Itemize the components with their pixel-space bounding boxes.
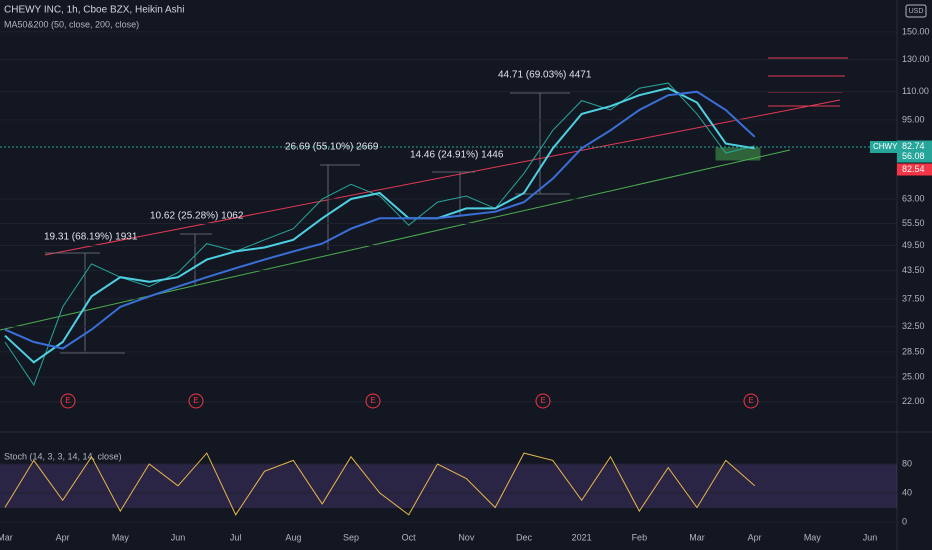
series-line bbox=[4, 452, 756, 516]
y-tick-label: 25.00 bbox=[902, 371, 925, 381]
earnings-label: E bbox=[193, 396, 198, 405]
series-line bbox=[4, 87, 755, 364]
price-badge bbox=[897, 150, 932, 163]
y-tick-label: 55.50 bbox=[902, 218, 925, 228]
y-tick-label: 80 bbox=[902, 458, 912, 468]
y-tick-label: 110.00 bbox=[902, 86, 929, 96]
x-tick-label: Feb bbox=[632, 532, 648, 542]
y-tick-label: 130.00 bbox=[902, 54, 930, 64]
earnings-label: E bbox=[370, 396, 375, 405]
x-tick-label: 2021 bbox=[572, 532, 592, 542]
series-line bbox=[4, 90, 756, 350]
measure-label: 10.62 (25.28%) 1062 bbox=[150, 211, 244, 222]
y-tick-label: 40 bbox=[902, 487, 912, 497]
series-line bbox=[4, 82, 755, 387]
y-tick-label: 37.50 bbox=[902, 293, 925, 303]
earnings-label: E bbox=[748, 396, 753, 405]
stoch-legend: Stoch (14, 3, 3, 14, 14, close) bbox=[4, 451, 122, 461]
earnings-marker bbox=[535, 393, 551, 409]
y-tick-label: 32.50 bbox=[902, 321, 925, 331]
x-tick-label: Mar bbox=[689, 532, 705, 542]
price-label: 82.54 bbox=[902, 164, 925, 174]
x-tick-label: Mar bbox=[0, 532, 13, 542]
y-tick-label: 43.50 bbox=[902, 265, 925, 275]
x-tick-label: Jun bbox=[863, 532, 878, 542]
measure-label: 14.46 (24.91%) 1446 bbox=[410, 150, 504, 161]
y-tick-label: 150.00 bbox=[902, 26, 930, 36]
earnings-marker bbox=[743, 393, 759, 409]
x-tick-label: May bbox=[804, 532, 822, 542]
earnings-marker bbox=[60, 393, 76, 409]
y-tick-label: 22.00 bbox=[902, 396, 925, 406]
earnings-marker bbox=[188, 393, 204, 409]
x-tick-label: Jul bbox=[230, 532, 242, 542]
x-tick-label: Sep bbox=[343, 532, 359, 542]
measure-lines bbox=[45, 92, 570, 354]
x-tick-label: Apr bbox=[748, 532, 762, 542]
price-label: 82.74 bbox=[902, 141, 925, 151]
earnings-label: E bbox=[65, 396, 70, 405]
x-tick-label: Dec bbox=[516, 532, 533, 542]
resistance-trendline bbox=[44, 99, 841, 256]
price-badge bbox=[897, 163, 932, 176]
x-tick-label: Oct bbox=[402, 532, 417, 542]
price-badge bbox=[897, 140, 932, 153]
earnings-label: E bbox=[540, 396, 545, 405]
support-trendline bbox=[0, 149, 791, 331]
y-tick-label: 0 bbox=[902, 516, 907, 526]
measure-label: 44.71 (69.03%) 4471 bbox=[498, 70, 592, 81]
measure-label: 26.69 (55.10%) 2669 bbox=[285, 142, 379, 153]
range-box bbox=[715, 147, 761, 161]
x-tick-label: May bbox=[112, 532, 130, 542]
indicator-legend: MA50&200 (50, close, 200, close) bbox=[4, 19, 139, 29]
y-tick-label: 63.00 bbox=[902, 193, 925, 203]
stoch-band bbox=[0, 464, 897, 508]
x-tick-label: Aug bbox=[285, 532, 301, 542]
price-label: 56.08 bbox=[902, 151, 925, 161]
ticker: CHWY bbox=[873, 142, 898, 151]
earnings-marker bbox=[365, 393, 381, 409]
measure-label: 19.31 (68.19%) 1931 bbox=[44, 232, 138, 243]
x-tick-label: Apr bbox=[56, 532, 70, 542]
currency-box bbox=[905, 4, 927, 18]
x-tick-label: Nov bbox=[458, 532, 475, 542]
chart-title: CHEWY INC, 1h, Cboe BZX, Heikin Ashi bbox=[4, 5, 184, 16]
y-tick-label: 28.50 bbox=[902, 346, 925, 356]
y-tick-label: 95.00 bbox=[902, 114, 925, 124]
currency: USD bbox=[909, 8, 924, 15]
y-tick-label: 49.50 bbox=[902, 240, 925, 250]
ticker-badge bbox=[870, 141, 897, 153]
x-tick-label: Jun bbox=[171, 532, 186, 542]
